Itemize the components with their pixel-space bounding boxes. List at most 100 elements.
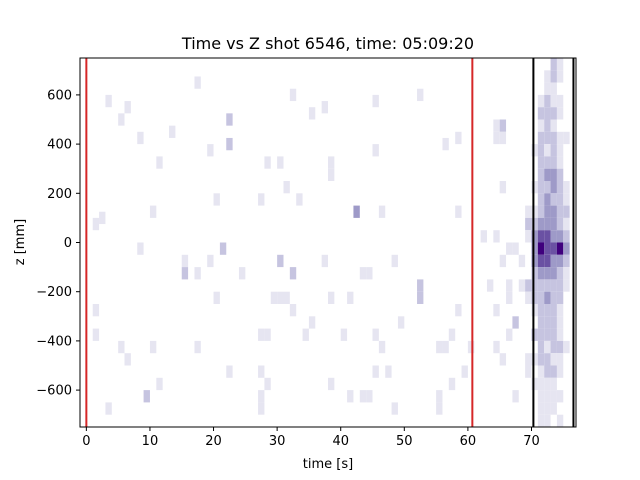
heatmap-cell <box>544 254 551 268</box>
heatmap-cell <box>455 131 462 145</box>
heatmap-cell <box>213 193 220 206</box>
heatmap-cell <box>455 205 462 218</box>
y-tick-label: −400 <box>36 334 72 349</box>
heatmap-cell <box>537 291 545 304</box>
heatmap-cell <box>531 181 538 194</box>
heatmap-cell <box>556 181 564 194</box>
heatmap-cell <box>525 365 532 378</box>
heatmap-cell <box>556 328 564 341</box>
heatmap-cell <box>550 254 557 268</box>
heatmap-cell <box>238 267 246 280</box>
heatmap-cell <box>512 316 519 329</box>
heatmap-cell <box>544 70 551 83</box>
heatmap-cell <box>181 267 189 280</box>
heatmap-cell <box>467 340 475 354</box>
heatmap-cell <box>277 254 284 268</box>
x-tick-label: 30 <box>269 434 286 449</box>
heatmap-cell <box>544 193 551 206</box>
heatmap-cell <box>258 402 265 415</box>
heatmap-cell <box>544 144 551 157</box>
heatmap-cell <box>137 131 144 145</box>
heatmap-cell <box>550 390 557 403</box>
heatmap-cell <box>531 291 538 304</box>
heatmap-cell <box>289 88 297 102</box>
heatmap-cell <box>563 181 570 194</box>
heatmap-cell <box>563 254 570 268</box>
heatmap-cell <box>194 340 201 354</box>
heatmap-cell <box>550 193 557 206</box>
x-tick-label: 0 <box>82 434 90 449</box>
heatmap-cell <box>448 328 456 341</box>
heatmap-cell <box>207 144 214 157</box>
heatmap-cell <box>372 94 379 108</box>
heatmap-cell <box>302 328 309 341</box>
heatmap-cell <box>436 402 443 415</box>
heatmap-cell <box>137 242 144 255</box>
heatmap-cell <box>556 107 564 120</box>
heatmap-cell <box>149 340 157 354</box>
heatmap-cell <box>550 217 557 231</box>
heatmap-cell <box>525 279 532 292</box>
heatmap-cell <box>556 70 564 83</box>
heatmap-cell <box>461 365 468 378</box>
heatmap-cell <box>321 254 328 268</box>
x-tick-label: 50 <box>396 434 413 449</box>
heatmap-cell <box>366 267 373 280</box>
y-tick-label: 400 <box>47 138 72 153</box>
heatmap-cell <box>544 291 551 304</box>
heatmap-cell <box>92 328 100 341</box>
heatmap-cell <box>531 254 538 268</box>
heatmap-cell <box>550 279 557 292</box>
heatmap-cell <box>308 107 316 120</box>
heatmap-cell <box>328 377 335 391</box>
heatmap-cell <box>156 156 163 169</box>
heatmap-cell <box>544 119 551 132</box>
heatmap-cell <box>264 328 271 341</box>
heatmap-cell <box>531 328 538 341</box>
heatmap-cell <box>531 279 538 292</box>
heatmap-cell <box>525 291 532 304</box>
heatmap-cells <box>92 58 570 427</box>
heatmap-cell <box>499 181 507 194</box>
heatmap-cell <box>544 279 551 292</box>
heatmap-cell <box>525 217 532 231</box>
heatmap-cell <box>556 353 564 366</box>
heatmap-cell <box>258 193 265 206</box>
heatmap-cell <box>550 267 557 280</box>
x-tick-label: 40 <box>332 434 349 449</box>
heatmap-cell <box>544 340 551 354</box>
heatmap-cell <box>556 230 564 243</box>
heatmap-cell <box>537 304 545 317</box>
heatmap-cell <box>417 279 424 292</box>
heatmap-cell <box>544 205 551 218</box>
heatmap-cell <box>556 58 564 71</box>
heatmap-cell <box>270 291 278 304</box>
heatmap-cell <box>537 377 545 391</box>
x-tick-label: 60 <box>460 434 477 449</box>
heatmap-cell <box>550 70 557 83</box>
heatmap-cell <box>544 365 551 378</box>
heatmap-cell <box>372 144 379 157</box>
heatmap-cell <box>328 156 335 169</box>
heatmap-cell <box>194 267 201 280</box>
heatmap-cell <box>264 377 271 391</box>
y-axis-ticks: −600 −400 −200 0 200 400 600 <box>36 88 80 399</box>
heatmap-cell <box>544 156 551 169</box>
heatmap-cell <box>556 168 564 181</box>
heatmap-cell <box>544 390 551 403</box>
heatmap-cell <box>506 291 513 304</box>
heatmap-cell <box>544 304 551 317</box>
heatmap-cell <box>537 131 545 145</box>
heatmap-cell <box>493 131 500 145</box>
heatmap-cell <box>417 291 424 304</box>
heatmap-cell <box>537 193 545 206</box>
heatmap-cell <box>448 377 456 391</box>
heatmap-cell <box>544 131 551 145</box>
heatmap-cell <box>550 205 557 218</box>
y-tick-label: 0 <box>64 236 72 251</box>
heatmap-cell <box>556 131 564 145</box>
heatmap-cell <box>118 113 125 126</box>
heatmap-cell <box>328 291 335 304</box>
heatmap-cell <box>550 58 557 71</box>
heatmap-cell <box>550 107 557 120</box>
